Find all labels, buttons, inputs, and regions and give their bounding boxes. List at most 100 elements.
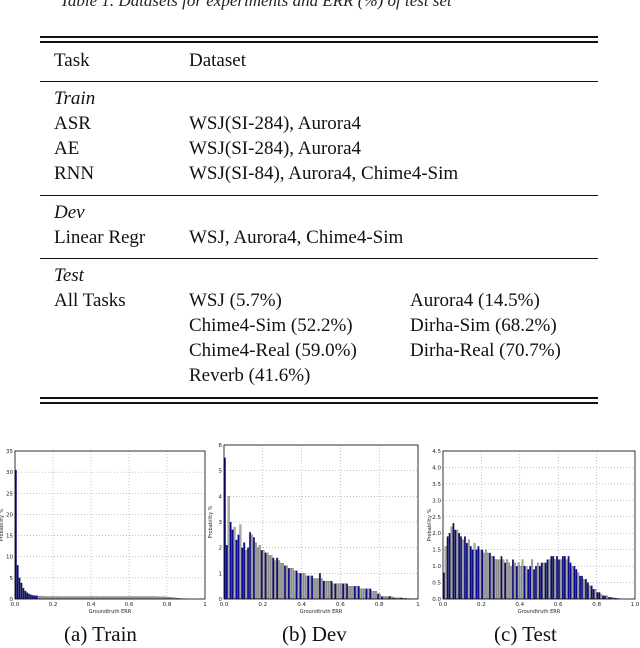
histogram-bar — [550, 556, 553, 600]
histogram-bar — [575, 569, 578, 600]
x-tick-label: 0.0 — [439, 602, 448, 608]
y-tick-label: 3 — [219, 520, 223, 526]
histogram-bar — [18, 577, 21, 600]
histogram-bar — [37, 595, 40, 600]
histogram-bar — [375, 591, 378, 600]
x-tick-label: 0.2 — [477, 602, 486, 608]
histogram-train: 0 5 10 15 20 25 30 35 0.0 0.2 0.4 0.6 0.8 1 Groundtrut… — [0, 443, 210, 618]
y-tick-label: 20 — [6, 512, 13, 518]
histogram-bar — [350, 586, 352, 600]
histogram-bar — [285, 565, 288, 600]
histogram-bar — [552, 556, 555, 600]
histogram-bar — [346, 583, 348, 600]
subcaption-test: (c) Test — [494, 622, 557, 646]
histogram-bar — [554, 559, 557, 600]
histogram-bar — [357, 586, 360, 600]
histogram-bar — [22, 587, 25, 600]
histogram-bar — [448, 533, 451, 600]
y-tick-label: 0 — [10, 597, 14, 603]
histogram-bar — [231, 529, 234, 600]
y-tick-label: 5 — [219, 469, 223, 475]
histogram-bar — [367, 588, 370, 600]
histogram-bar — [322, 580, 325, 600]
histogram-bar — [487, 552, 489, 600]
histogram-bar — [28, 593, 30, 600]
dataset-cell: Chime4-Sim (52.2%) — [189, 315, 353, 336]
dev-rule — [40, 258, 598, 259]
histogram-bar — [558, 559, 560, 600]
y-tick-label: 2.0 — [432, 531, 441, 537]
histogram-bar — [456, 529, 459, 600]
histogram-bar — [502, 559, 505, 600]
x-tick-label: 0.6 — [336, 602, 345, 608]
dataset-cell: Chime4-Real (59.0%) — [189, 340, 357, 361]
histogram-bar — [561, 556, 564, 600]
histogram-bar — [340, 583, 343, 600]
histogram-bar — [546, 559, 549, 600]
histogram-bar — [515, 566, 518, 600]
histogram-bar — [353, 586, 356, 600]
histogram-bar — [247, 547, 250, 600]
histogram-bar — [485, 549, 487, 600]
histogram-bar — [268, 555, 271, 600]
histogram-bar — [465, 542, 468, 600]
dataset-cell: WSJ (5.7%) — [189, 290, 282, 311]
histogram-bar — [39, 595, 42, 600]
histogram-bar — [377, 593, 379, 600]
histogram-bar — [548, 559, 551, 600]
histogram-bar — [529, 566, 532, 600]
histogram-bar — [531, 559, 534, 600]
histogram-bar — [260, 550, 263, 600]
y-tick-label: 1.0 — [432, 564, 441, 570]
y-tick-label: 1 — [219, 571, 223, 577]
histogram-bar — [26, 592, 29, 600]
histogram-bar — [35, 595, 38, 600]
chart-svg: 0.0 0.5 1.0 1.5 2.0 2.5 3.0 3.5 4.0 4.5 0.0 0.2 0.4 0… — [427, 449, 640, 615]
histogram-bar — [488, 552, 491, 600]
histogram-bar — [252, 537, 255, 600]
x-tick-label: 0.8 — [375, 602, 384, 608]
table-row: RNN WSJ(SI-84), Aurora4, Chime4-Sim — [40, 163, 598, 189]
histogram-bar — [527, 569, 530, 600]
histogram-bar — [280, 562, 283, 600]
histogram-bar — [565, 559, 568, 600]
histogram-bar — [289, 568, 292, 600]
task-cell: Linear Regr — [54, 227, 146, 248]
x-tick-label: 0.6 — [554, 602, 563, 608]
header-dataset: Dataset — [189, 50, 246, 71]
x-axis-label: Groundtruth ERR — [518, 609, 561, 615]
histogram-bar — [31, 595, 34, 600]
histogram-bar — [229, 521, 232, 600]
histogram-bar — [276, 557, 279, 600]
y-tick-label: 35 — [6, 449, 13, 455]
histogram-bar — [533, 569, 535, 600]
histogram-bar — [560, 559, 562, 600]
histogram-bar — [295, 570, 298, 600]
table-row: Chime4-Real (59.0%) Dirha-Real (70.7%) — [40, 340, 598, 366]
histogram-bar — [536, 562, 539, 600]
y-tick-label: 15 — [6, 534, 13, 540]
histogram-bar — [233, 527, 236, 600]
histogram-bar — [446, 536, 449, 600]
histogram-bar — [225, 544, 228, 600]
histogram-bar — [334, 583, 337, 600]
histogram-bar — [606, 595, 608, 600]
dataset-cell: WSJ(SI-284), Aurora4 — [189, 113, 362, 134]
histogram-bar — [330, 580, 333, 600]
histogram-bar — [235, 539, 238, 600]
x-tick-label: 0.2 — [49, 602, 58, 608]
y-tick-label: 10 — [6, 555, 13, 561]
top-rule-2 — [40, 41, 598, 43]
histogram-bar — [512, 559, 514, 600]
histogram-bar — [596, 592, 599, 600]
y-axis-label: Probability % — [208, 505, 214, 538]
histogram-bar — [571, 566, 574, 600]
histogram-bar — [311, 575, 314, 600]
table-row: All Tasks WSJ (5.7%) Aurora4 (14.5%) — [40, 290, 598, 316]
histogram-bar — [241, 547, 244, 600]
histogram-bar — [508, 562, 510, 600]
table-caption: Table 1. Datasets for experiments and ER… — [60, 0, 452, 10]
histogram-bar — [450, 526, 453, 600]
histogram-bar — [258, 544, 261, 600]
histogram-bar — [473, 542, 476, 600]
